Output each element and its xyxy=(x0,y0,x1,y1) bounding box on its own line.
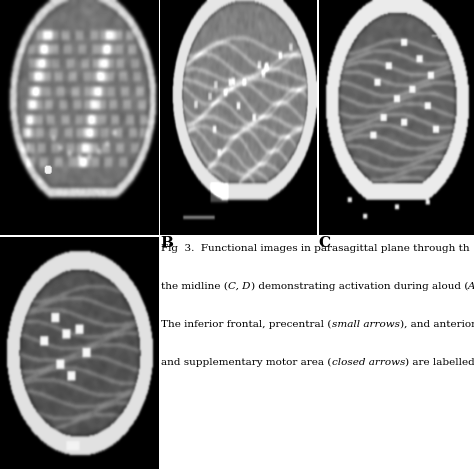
Text: The inferior frontal, precentral (: The inferior frontal, precentral ( xyxy=(161,320,331,329)
Text: closed arrows: closed arrows xyxy=(331,358,405,367)
Text: ) are labelled: ) are labelled xyxy=(405,358,474,367)
Text: C, D: C, D xyxy=(228,282,251,291)
Text: B: B xyxy=(160,236,173,250)
Text: ), and anterior: ), and anterior xyxy=(400,320,474,329)
Text: C: C xyxy=(319,236,331,250)
Text: ) demonstrating activation during aloud (: ) demonstrating activation during aloud … xyxy=(251,282,468,291)
Text: A: A xyxy=(468,282,474,291)
Text: small arrows: small arrows xyxy=(331,320,400,329)
Text: and supplementary motor area (: and supplementary motor area ( xyxy=(161,358,331,367)
Text: Fig  3.  Functional images in parasagittal plane through th: Fig 3. Functional images in parasagittal… xyxy=(161,244,470,253)
Text: the midline (: the midline ( xyxy=(161,282,228,291)
